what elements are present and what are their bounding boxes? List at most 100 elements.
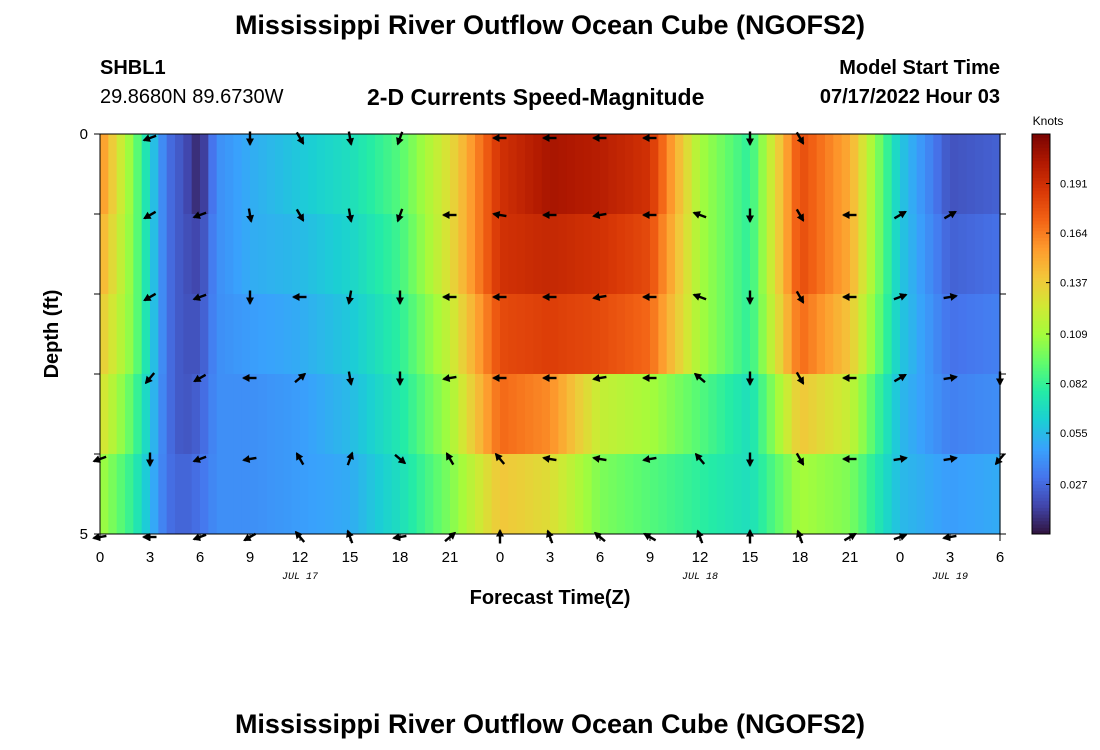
heatmap-cell	[341, 214, 351, 295]
heatmap-cell	[583, 374, 593, 455]
heatmap-cell	[625, 214, 634, 295]
heatmap-cell	[933, 294, 943, 375]
heatmap-cell	[950, 454, 959, 535]
heatmap-cell	[741, 214, 751, 295]
heatmap-cell	[441, 294, 451, 375]
heatmap-cell	[350, 454, 359, 535]
heatmap-cell	[566, 214, 576, 295]
heatmap-cell	[400, 214, 409, 295]
heatmap-cell	[641, 374, 651, 455]
heatmap-cell	[225, 454, 234, 535]
colorbar-swatch	[1032, 387, 1050, 392]
heatmap-cell	[708, 454, 718, 535]
heatmap-cell	[608, 294, 618, 375]
heatmap-cell	[591, 134, 601, 215]
heatmap-cell	[933, 214, 943, 295]
heatmap-cell	[600, 374, 609, 455]
heatmap-cell	[475, 134, 484, 215]
heatmap-cell	[900, 214, 909, 295]
heatmap-cell	[558, 134, 568, 215]
heatmap-cell	[891, 454, 901, 535]
heatmap-cell	[808, 294, 818, 375]
heatmap-cell	[366, 374, 376, 455]
heatmap-cell	[808, 214, 818, 295]
x-tick-label: 21	[442, 549, 459, 566]
colorbar-swatch	[1032, 150, 1050, 155]
heatmap-cell	[308, 294, 318, 375]
heatmap-cell	[241, 294, 251, 375]
heatmap-cell	[375, 214, 384, 295]
heatmap-cell	[625, 294, 634, 375]
heatmap-cell	[566, 294, 576, 375]
heatmap-cell	[300, 374, 309, 455]
heatmap-cell	[991, 454, 1001, 535]
x-tick-label: 3	[946, 549, 954, 566]
heatmap-cell	[416, 294, 426, 375]
heatmap-cell	[133, 294, 143, 375]
heatmap-cell	[108, 294, 118, 375]
heatmap-cell	[316, 214, 326, 295]
heatmap-cell	[966, 374, 976, 455]
colorbar-swatch	[1032, 390, 1050, 395]
heatmap-cell	[200, 294, 209, 375]
colorbar-swatch	[1032, 180, 1050, 185]
current-arrow	[592, 455, 607, 463]
x-tick-label: 6	[996, 549, 1004, 566]
heatmap-cell	[391, 134, 401, 215]
heatmap-cell	[908, 134, 918, 215]
model-start-label: Model Start Time	[839, 57, 1000, 79]
heatmap-cell	[158, 454, 168, 535]
heatmap-cell	[541, 454, 551, 535]
current-arrow	[842, 374, 857, 382]
x-tick-label: 12	[292, 549, 309, 566]
heatmap-cell	[858, 374, 868, 455]
current-arrow	[592, 211, 607, 219]
colorbar-swatch	[1032, 427, 1050, 432]
heatmap-cell	[541, 134, 551, 215]
colorbar-swatch	[1032, 494, 1050, 498]
heatmap-cell	[158, 214, 168, 295]
colorbar-swatch	[1032, 454, 1050, 458]
heatmap-cell	[141, 214, 151, 295]
heatmap-cell	[341, 374, 351, 455]
heatmap-cell	[141, 374, 151, 455]
heatmap-cell	[141, 454, 151, 535]
heatmap-cell	[891, 214, 901, 295]
chart-subtitle: 2-D Currents Speed-Magnitude	[367, 84, 705, 110]
colorbar-swatch	[1032, 417, 1050, 422]
heatmap-cell	[750, 214, 759, 295]
heatmap-cell	[325, 374, 334, 455]
heatmap-cell	[525, 214, 534, 295]
x-tick-label: 9	[646, 549, 654, 566]
heatmap-cell	[875, 214, 884, 295]
colorbar-swatch	[1032, 430, 1050, 435]
heatmap-cell	[258, 454, 268, 535]
heatmap-cell	[433, 214, 443, 295]
heatmap-cell	[500, 374, 509, 455]
heatmap-cell	[150, 294, 159, 375]
heatmap-cell	[900, 454, 909, 535]
colorbar-swatch	[1032, 504, 1050, 508]
current-arrow	[795, 208, 805, 222]
heatmap-cell	[550, 454, 559, 535]
heatmap-cell	[633, 294, 643, 375]
heatmap-cell	[241, 134, 251, 215]
heatmap-cell	[958, 294, 968, 375]
heatmap-cell	[458, 134, 468, 215]
current-arrow	[396, 208, 404, 223]
heatmap-cell	[258, 214, 268, 295]
heatmap-cell	[950, 294, 959, 375]
heatmap-cell	[125, 374, 134, 455]
heatmap-cell	[658, 214, 668, 295]
colorbar-tick-label: 0.109	[1060, 329, 1088, 341]
current-arrow	[346, 290, 354, 305]
heatmap-cell	[966, 294, 976, 375]
current-arrow	[746, 452, 754, 467]
heatmap-cell	[841, 134, 851, 215]
colorbar-swatch	[1032, 514, 1050, 518]
heatmap-cell	[458, 454, 468, 535]
heatmap-cell	[991, 214, 1001, 295]
heatmap-cell	[491, 214, 501, 295]
heatmap-cell	[783, 134, 793, 215]
heatmap-cell	[383, 374, 393, 455]
